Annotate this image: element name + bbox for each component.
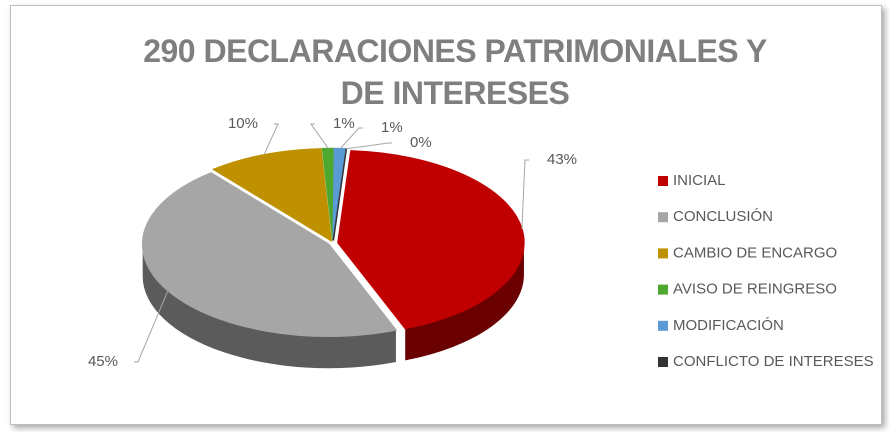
data-label: 10% <box>228 115 258 132</box>
slice-side <box>142 244 396 369</box>
legend-swatch <box>658 357 668 367</box>
leader-line <box>521 159 529 229</box>
leader-line <box>346 142 392 150</box>
slice <box>141 172 398 338</box>
leader-line <box>263 123 279 156</box>
legend-label: CAMBIO DE ENCARGO <box>673 244 837 261</box>
legend-label: MODIFICACIÓN <box>673 317 784 334</box>
legend-swatch <box>658 320 668 331</box>
data-label: 0% <box>410 134 432 151</box>
leader-line <box>310 123 329 149</box>
chart-title: 290 DECLARACIONES PATRIMONIALES Y DE INT… <box>143 33 767 111</box>
leader-line <box>134 290 169 363</box>
legend-label: INICIAL <box>673 172 726 189</box>
slice-side <box>405 242 524 361</box>
data-label: 1% <box>381 119 403 136</box>
legend-swatch <box>658 176 668 186</box>
data-label: 43% <box>547 151 577 168</box>
legend-label: AVISO DE REINGRESO <box>673 281 837 298</box>
legend-label: CONFLICTO DE INTERESES <box>673 353 874 370</box>
legend-swatch <box>658 212 668 223</box>
data-label: 45% <box>88 353 118 370</box>
leader-line <box>339 127 363 149</box>
legend-label: CONCLUSIÓN <box>673 208 773 225</box>
data-label: 1% <box>333 115 355 132</box>
slice <box>211 148 333 243</box>
legend-swatch <box>658 248 668 259</box>
slice <box>337 150 525 330</box>
legend-swatch <box>658 284 668 295</box>
